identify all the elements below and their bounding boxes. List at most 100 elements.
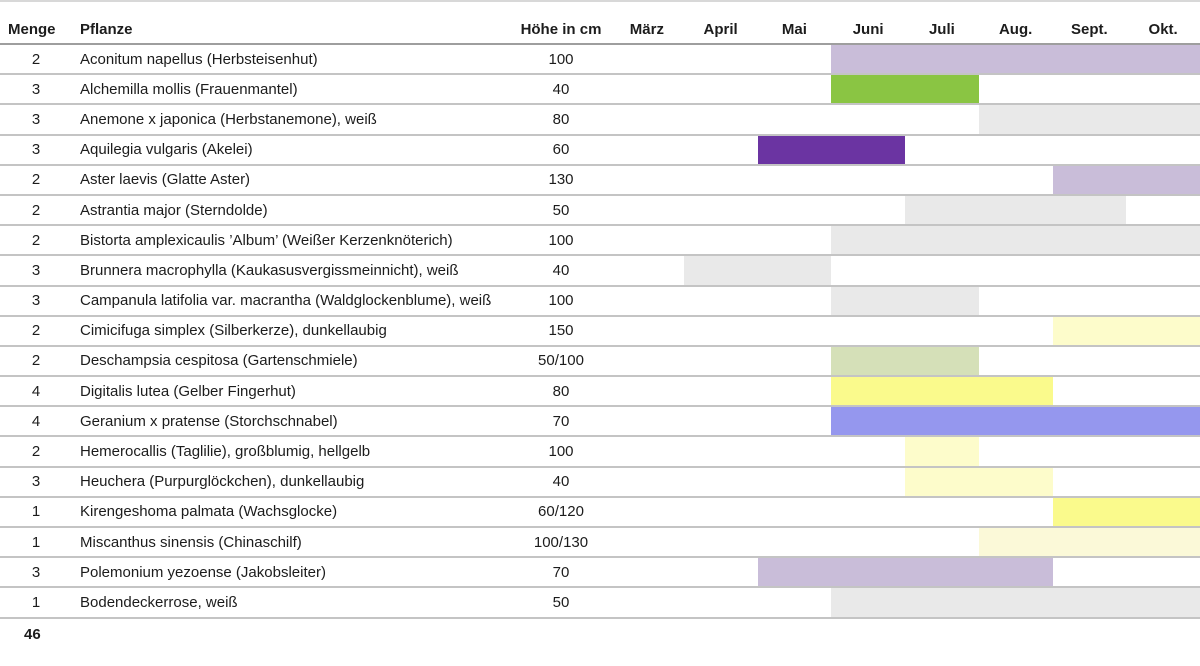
menge-cell: 1 [31, 503, 41, 521]
table-row: 2 Deschampsia cespitosa (Gartenschmiele)… [0, 346, 1200, 378]
bloom-bar [1052, 165, 1200, 194]
table-body: 2 Aconitum napellus (Herbsteisenhut) 100… [0, 45, 1200, 619]
pflanze-cell: Cimicifuga simplex (Silberkerze), dunkel… [80, 322, 387, 340]
pflanze-cell: Aster laevis (Glatte Aster) [80, 171, 251, 189]
bloom-bar [831, 346, 979, 376]
menge-cell: 2 [31, 50, 41, 68]
bloom-bar [683, 256, 832, 285]
bloom-bar [757, 558, 1053, 587]
pflanze-cell: Alchemilla mollis (Frauenmantel) [80, 80, 298, 98]
table-header-row: Menge Pflanze Höhe in cm März April Mai Jun… [0, 2, 1200, 45]
table-row: 2 Aster laevis (Glatte Aster) 130 [0, 165, 1200, 196]
pflanze-cell: Geranium x pratense (Storchschnabel) [80, 412, 338, 430]
pflanze-cell: Miscanthus sinensis (Chinaschilf) [80, 533, 302, 551]
pflanze-cell: Kirengeshoma palmata (Wachsglocke) [80, 503, 338, 521]
hoehe-cell: 130 [548, 171, 574, 189]
bloom-track [610, 316, 1200, 345]
hoehe-cell: 50 [552, 201, 570, 219]
hoehe-cell: 70 [552, 563, 570, 581]
bloom-bar [831, 377, 1053, 406]
bloom-bar [831, 286, 979, 315]
bloom-track [610, 528, 1200, 557]
page-footer: 46 [0, 619, 1200, 643]
hoehe-cell: 50 [552, 593, 570, 611]
month-header: Okt. [1148, 21, 1178, 38]
menge-cell: 3 [31, 473, 41, 491]
menge-cell: 2 [31, 171, 41, 189]
bloom-bar [831, 407, 1200, 436]
pflanze-cell: Astrantia major (Sterndolde) [80, 201, 268, 219]
pflanze-cell: Anemone x japonica (Herbstanemone), weiß [80, 110, 377, 128]
table-row: 1 Miscanthus sinensis (Chinaschilf) 100/… [0, 528, 1200, 559]
table-row: 2 Cimicifuga simplex (Silberkerze), dunk… [0, 316, 1200, 347]
column-header-menge: Menge [8, 21, 56, 38]
hoehe-cell: 40 [552, 80, 570, 98]
menge-cell: 4 [31, 382, 41, 400]
bloom-bar [1052, 497, 1200, 526]
bloom-bar [978, 528, 1200, 557]
hoehe-cell: 60/120 [538, 503, 584, 521]
page-number: 46 [24, 625, 41, 643]
pflanze-cell: Heuchera (Purpurglöckchen), dunkellaubig [80, 473, 365, 491]
menge-cell: 1 [31, 533, 41, 551]
menge-cell: 2 [31, 322, 41, 340]
table-row: 1 Kirengeshoma palmata (Wachsglocke) 60/… [0, 497, 1200, 528]
table-row: 1 Bodendeckerrose, weiß 50 [0, 588, 1200, 619]
table-row: 2 Bistorta amplexicaulis ’Album’ (Weißer… [0, 226, 1200, 257]
pflanze-cell: Bodendeckerrose, weiß [80, 593, 238, 611]
bloom-bar [978, 105, 1200, 134]
bloom-track [610, 497, 1200, 526]
month-headers: März April Mai Juni Juli Aug. Sept. Okt. [610, 21, 1200, 38]
hoehe-cell: 60 [552, 141, 570, 159]
table-row: 3 Polemonium yezoense (Jakobsleiter) 70 [0, 558, 1200, 589]
table-row: 3 Heuchera (Purpurglöckchen), dunkellaub… [0, 467, 1200, 498]
bloom-track [610, 286, 1200, 315]
table-row: 3 Campanula latifolia var. macrantha (Wa… [0, 286, 1200, 317]
bloom-track [610, 226, 1200, 255]
pflanze-cell: Brunnera macrophylla (Kaukasusvergissmei… [80, 261, 459, 279]
column-header-hoehe: Höhe in cm [520, 21, 602, 38]
bloom-bar [905, 437, 979, 466]
bloom-bar [831, 588, 1200, 617]
bloom-track [610, 165, 1200, 194]
menge-cell: 2 [31, 443, 41, 461]
hoehe-cell: 150 [548, 322, 574, 340]
pflanze-cell: Campanula latifolia var. macrantha (Wald… [80, 292, 492, 310]
bloom-bar [757, 135, 905, 164]
hoehe-cell: 100 [548, 292, 574, 310]
column-header-pflanze: Pflanze [80, 21, 133, 38]
pflanze-cell: Polemonium yezoense (Jakobsleiter) [80, 563, 326, 581]
bloom-bar [1052, 316, 1200, 345]
month-header: März [629, 21, 664, 38]
table-row: 3 Aquilegia vulgaris (Akelei) 60 [0, 135, 1200, 166]
menge-cell: 3 [31, 563, 41, 581]
table-row: 3 Alchemilla mollis (Frauenmantel) 40 [0, 75, 1200, 106]
table-row: 4 Geranium x pratense (Storchschnabel) 7… [0, 407, 1200, 438]
table-row: 2 Hemerocallis (Taglilie), großblumig, h… [0, 437, 1200, 468]
menge-cell: 3 [31, 292, 41, 310]
hoehe-cell: 100 [548, 443, 574, 461]
bloom-bar [831, 45, 1200, 74]
bloom-track [610, 467, 1200, 496]
table-row: 3 Brunnera macrophylla (Kaukasusvergissm… [0, 256, 1200, 287]
pflanze-cell: Deschampsia cespitosa (Gartenschmiele) [80, 352, 358, 370]
month-header: April [703, 21, 738, 38]
pflanze-cell: Aconitum napellus (Herbsteisenhut) [80, 50, 318, 68]
menge-cell: 4 [31, 412, 41, 430]
table-row: 3 Anemone x japonica (Herbstanemone), we… [0, 105, 1200, 136]
bloom-track [610, 105, 1200, 134]
menge-cell: 2 [31, 352, 41, 370]
bloom-track [610, 75, 1200, 104]
table-row: 4 Digitalis lutea (Gelber Fingerhut) 80 [0, 377, 1200, 408]
bloom-track [610, 195, 1200, 225]
bloom-track [610, 437, 1200, 466]
menge-cell: 3 [31, 110, 41, 128]
pflanze-cell: Digitalis lutea (Gelber Fingerhut) [80, 382, 296, 400]
hoehe-cell: 70 [552, 412, 570, 430]
bloom-track [610, 346, 1200, 376]
bloom-bar [831, 226, 1200, 255]
bloom-track [610, 588, 1200, 617]
menge-cell: 3 [31, 261, 41, 279]
bloom-track [610, 135, 1200, 164]
